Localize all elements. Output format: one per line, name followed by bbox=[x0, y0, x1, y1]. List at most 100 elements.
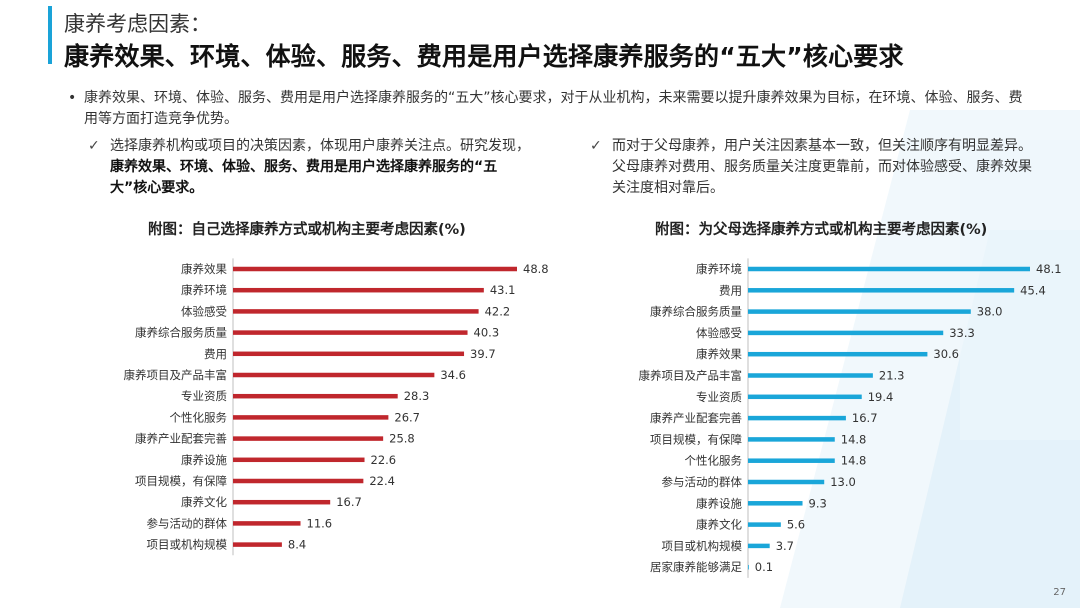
category-label: 康养文化 bbox=[696, 518, 742, 532]
bar bbox=[748, 288, 1015, 293]
category-label: 康养环境 bbox=[696, 262, 742, 276]
value-label: 16.7 bbox=[336, 495, 362, 509]
category-label: 康养效果 bbox=[181, 262, 227, 276]
category-label: 体验感受 bbox=[181, 304, 227, 318]
value-label: 38.0 bbox=[977, 305, 1003, 319]
bar bbox=[748, 564, 749, 570]
category-label: 体验感受 bbox=[696, 326, 742, 340]
value-label: 5.6 bbox=[787, 518, 805, 532]
page-number: 27 bbox=[1053, 587, 1066, 598]
bar bbox=[748, 394, 862, 400]
bar bbox=[233, 351, 465, 357]
value-label: 30.6 bbox=[933, 347, 959, 361]
intro-text: 康养效果、环境、体验、服务、费用是用户选择康养服务的“五大”核心要求，对于从业机… bbox=[84, 90, 1023, 127]
category-label: 康养综合服务质量 bbox=[650, 305, 742, 319]
intro-bullet: • 康养效果、环境、体验、服务、费用是用户选择康养服务的“五大”核心要求，对于从业… bbox=[68, 88, 1034, 130]
check-icon: ✓ bbox=[590, 138, 602, 154]
value-label: 28.3 bbox=[404, 389, 430, 403]
category-label: 项目规模，有保障 bbox=[650, 432, 742, 446]
right-note-text: 而对于父母康养，用户关注因素基本一致，但关注顺序有明显差异。父母康养对费用、服务… bbox=[612, 138, 1032, 196]
bar bbox=[748, 373, 873, 378]
bar bbox=[748, 266, 1030, 272]
bar bbox=[233, 372, 435, 378]
bar bbox=[233, 287, 484, 293]
value-label: 8.4 bbox=[288, 538, 306, 552]
category-label: 康养综合服务质量 bbox=[135, 326, 227, 340]
bar bbox=[233, 478, 364, 484]
value-label: 9.3 bbox=[809, 496, 827, 510]
bar bbox=[233, 393, 398, 399]
bar bbox=[233, 266, 517, 272]
page-title: 康养效果、环境、体验、服务、费用是用户选择康养服务的“五大”核心要求 bbox=[64, 42, 904, 71]
category-label: 参与活动的群体 bbox=[147, 516, 228, 530]
category-label: 康养环境 bbox=[181, 283, 227, 297]
value-label: 21.3 bbox=[879, 369, 905, 383]
bar bbox=[748, 309, 971, 314]
value-label: 26.7 bbox=[394, 410, 420, 424]
category-label: 项目规模，有保障 bbox=[135, 474, 227, 488]
category-label: 居家康养能够满足 bbox=[650, 560, 742, 574]
category-label: 康养设施 bbox=[696, 496, 742, 510]
category-label: 专业资质 bbox=[696, 390, 742, 404]
bar bbox=[233, 457, 365, 463]
value-label: 11.6 bbox=[307, 516, 333, 530]
left-bar-chart: 康养效果 48.8 康养环境 43.1 体验感受 42.2 康养综合服务质量 40.3 费用 39… bbox=[124, 258, 549, 556]
bar bbox=[748, 522, 781, 527]
category-label: 康养产业配套完善 bbox=[135, 432, 227, 446]
value-label: 42.2 bbox=[485, 304, 511, 318]
category-label: 康养文化 bbox=[181, 495, 227, 509]
value-label: 0.1 bbox=[755, 560, 773, 574]
bar bbox=[233, 436, 384, 441]
category-label: 项目或机构规模 bbox=[662, 539, 743, 553]
value-label: 13.0 bbox=[830, 475, 856, 489]
bar bbox=[233, 309, 479, 314]
value-label: 48.8 bbox=[523, 262, 549, 276]
value-label: 34.6 bbox=[440, 368, 466, 382]
value-label: 22.4 bbox=[369, 474, 395, 488]
bar bbox=[233, 415, 389, 420]
category-label: 专业资质 bbox=[181, 389, 227, 403]
category-label: 个性化服务 bbox=[685, 454, 743, 468]
value-label: 22.6 bbox=[371, 453, 397, 467]
category-label: 费用 bbox=[204, 347, 227, 361]
value-label: 45.4 bbox=[1020, 283, 1046, 297]
left-note-text: 选择康养机构或项目的决策因素，体现用户康养关注点。研究发现， bbox=[110, 138, 530, 154]
value-label: 33.3 bbox=[949, 326, 975, 340]
left-note-bold: 康养效果、环境、体验、服务、费用是用户选择康养服务的“五大”核心要求。 bbox=[110, 159, 498, 196]
bar bbox=[748, 543, 770, 549]
bar bbox=[233, 542, 282, 547]
category-label: 项目或机构规模 bbox=[147, 538, 228, 552]
left-chart-title: 附图：自己选择康养方式或机构主要考虑因素(%) bbox=[148, 222, 466, 238]
value-label: 14.8 bbox=[841, 432, 867, 446]
value-label: 39.7 bbox=[470, 347, 496, 361]
category-label: 康养产业配套完善 bbox=[650, 411, 742, 425]
bar bbox=[748, 415, 846, 421]
value-label: 25.8 bbox=[389, 432, 415, 446]
category-label: 康养设施 bbox=[181, 453, 227, 467]
value-label: 19.4 bbox=[868, 390, 894, 404]
bar bbox=[748, 458, 835, 463]
bar bbox=[233, 521, 301, 526]
bar bbox=[748, 351, 928, 357]
category-label: 个性化服务 bbox=[170, 410, 228, 424]
value-label: 16.7 bbox=[852, 411, 878, 425]
bar bbox=[748, 437, 835, 442]
bar bbox=[748, 479, 825, 485]
left-note: ✓ 选择康养机构或项目的决策因素，体现用户康养关注点。研究发现， 康养效果、环境、体… bbox=[88, 136, 530, 199]
value-label: 48.1 bbox=[1036, 262, 1062, 276]
right-note: ✓ 而对于父母康养，用户关注因素基本一致，但关注顺序有明显差异。父母康养对费用、服… bbox=[590, 136, 1042, 199]
bar bbox=[748, 330, 944, 336]
right-chart-title: 附图：为父母选择康养方式或机构主要考虑因素(%) bbox=[655, 222, 988, 238]
bar bbox=[233, 330, 468, 335]
category-label: 康养项目及产品丰富 bbox=[124, 368, 228, 382]
category-label: 康养项目及产品丰富 bbox=[639, 369, 743, 383]
bar bbox=[233, 499, 331, 505]
right-bar-chart: 康养环境 48.1 费用 45.4 康养综合服务质量 38.0 体验感受 33.3 康养效果 30… bbox=[639, 258, 1062, 578]
check-icon: ✓ bbox=[88, 138, 100, 154]
value-label: 43.1 bbox=[490, 283, 516, 297]
bar bbox=[748, 501, 803, 506]
bullet-dot: • bbox=[68, 90, 77, 106]
value-label: 40.3 bbox=[474, 326, 500, 340]
category-label: 康养效果 bbox=[696, 347, 742, 361]
value-label: 3.7 bbox=[776, 539, 794, 553]
